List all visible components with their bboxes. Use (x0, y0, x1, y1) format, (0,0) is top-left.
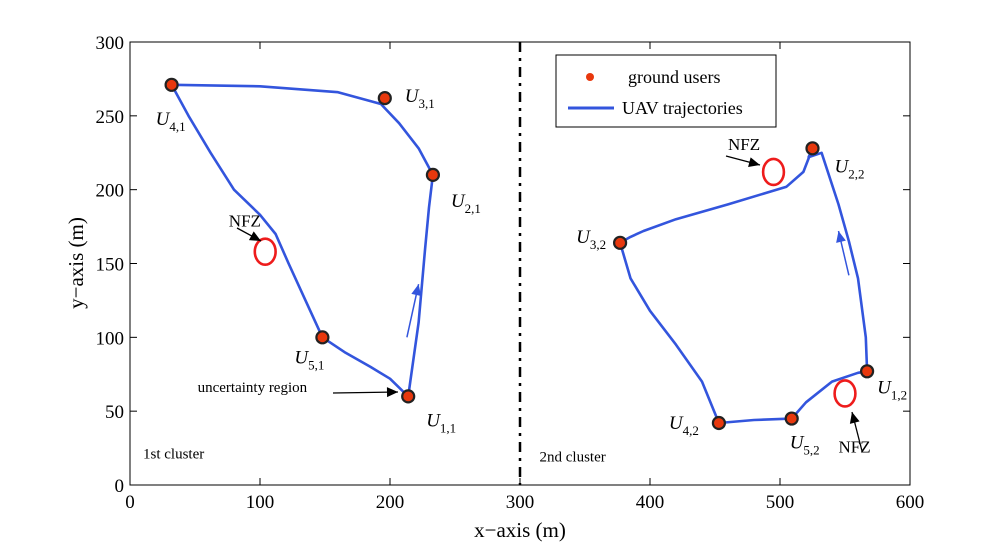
y-tick-label: 200 (96, 181, 125, 202)
y-tick-label: 300 (96, 33, 125, 54)
x-tick-label: 100 (246, 492, 275, 513)
y-tick-label: 150 (96, 255, 125, 276)
legend-ground-users-label: ground users (628, 67, 721, 87)
annotation-label: 2nd cluster (540, 449, 606, 465)
x-tick-label: 400 (636, 492, 665, 513)
arrow-head (386, 387, 398, 398)
ground-user-marker (859, 364, 875, 379)
arrow-head (411, 284, 422, 296)
arrow-head (748, 157, 760, 168)
y-axis-title: y−axis (m) (64, 217, 88, 309)
annotations: NFZ NFZ NFZ uncertainty region 1st cluster 2n… (143, 135, 871, 466)
x-tick-label: 200 (376, 492, 405, 513)
ground-user-marker (377, 91, 392, 106)
y-tick-label: 50 (105, 402, 124, 423)
x-tick-label: 0 (125, 492, 135, 513)
ground-user-marker (425, 167, 440, 182)
axis-ticks: 0 100 200 300 400 500 600 0 50 100 150 200 250 300 (96, 33, 925, 513)
arrow-head (836, 231, 846, 243)
ground-user-marker (784, 411, 799, 426)
arrow-head (248, 231, 261, 241)
legend-ground-users-marker (586, 73, 594, 81)
annotation-label: NFZ (839, 438, 871, 457)
nfz-circle (253, 237, 277, 266)
legend: ground users UAV trajectories (555, 54, 777, 128)
annotation-label: 1st cluster (143, 446, 204, 462)
ground-user-marker (805, 141, 820, 156)
x-tick-label: 600 (896, 492, 925, 513)
x-tick-label: 300 (506, 492, 535, 513)
y-tick-label: 0 (115, 476, 125, 497)
nfz-circle (761, 157, 786, 187)
annotation-arrows (236, 155, 863, 452)
annotation-label: NFZ (728, 135, 760, 154)
x-tick-label: 500 (766, 492, 795, 513)
x-axis-title: x−axis (m) (474, 518, 566, 542)
ground-user-marker (401, 389, 416, 404)
ground-user-marker (315, 330, 330, 345)
no-fly-zones (253, 157, 857, 408)
arrow-head (849, 412, 860, 424)
ground-user-marker (711, 415, 727, 431)
ground-user-marker (164, 77, 179, 92)
legend-uav-trajectories-label: UAV trajectories (622, 98, 743, 118)
y-tick-label: 100 (96, 328, 125, 349)
ground-user-marker (612, 235, 628, 250)
annotation-label: uncertainty region (198, 380, 308, 396)
nfz-circle (833, 379, 857, 408)
y-tick-label: 250 (96, 107, 125, 128)
legend-box (555, 54, 777, 128)
ground-user-label: U3,2 (576, 227, 606, 252)
annotation-label: NFZ (229, 212, 261, 231)
